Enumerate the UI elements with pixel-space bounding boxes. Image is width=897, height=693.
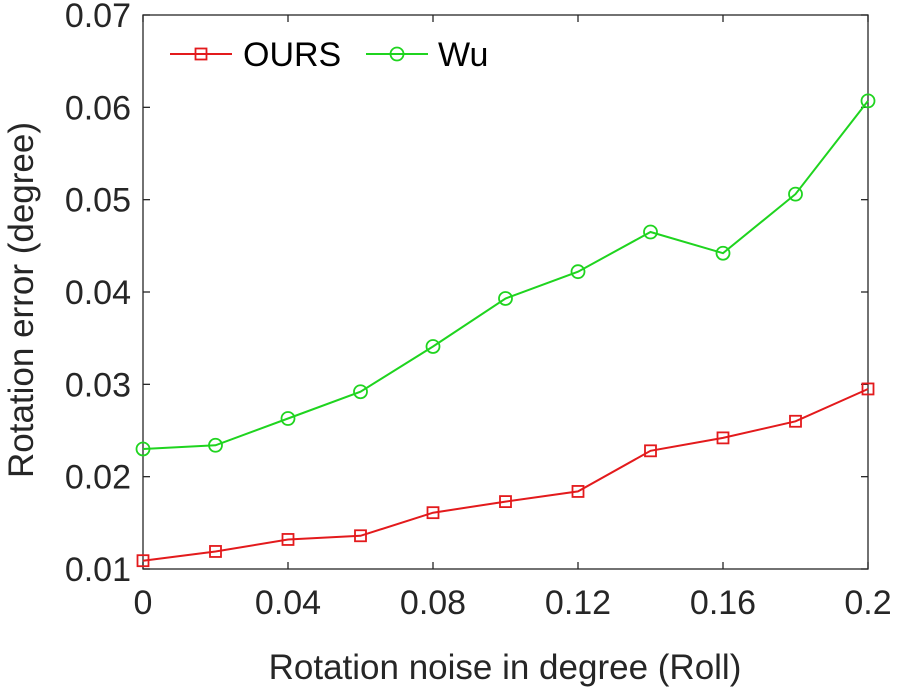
data-point-square (644, 444, 657, 458)
data-point-circle (498, 291, 513, 306)
series-ours (136, 382, 875, 568)
data-point-circle (280, 411, 296, 426)
y-axis-title: Rotation error (degree) (2, 122, 41, 478)
y-tick-label: 0.05 (65, 182, 131, 220)
data-point-square (571, 485, 585, 498)
x-tick-label: 0.04 (255, 584, 321, 622)
data-point-square (209, 545, 222, 558)
data-point-square (499, 495, 512, 508)
y-tick-label: 0.04 (65, 274, 131, 312)
data-point-square (354, 529, 367, 543)
data-point-square (281, 533, 295, 546)
data-point-square (861, 382, 875, 396)
series-line-ours (142, 388, 869, 562)
series-wu (135, 93, 876, 457)
legend-marker-square (194, 47, 208, 61)
data-point-circle (860, 93, 876, 109)
data-point-square (426, 506, 440, 520)
legend-marker-circle (389, 46, 405, 62)
y-tick-label: 0.06 (65, 89, 131, 127)
data-point-circle (643, 224, 658, 240)
legend-label-wu: Wu (438, 36, 488, 74)
plot-series (135, 93, 876, 568)
x-axis-title: Rotation noise in degree (Roll) (269, 648, 742, 687)
data-point-circle (570, 264, 586, 280)
y-tick-label: 0.02 (65, 459, 131, 497)
x-tick-label: 0.16 (690, 584, 756, 622)
legend: OURS Wu (170, 36, 488, 74)
x-tick-label: 0.2 (844, 584, 891, 622)
series-line-wu (142, 100, 869, 450)
axes: 0 0.04 0.08 0.12 0.16 0.2 0.01 0.02 0.03 0.04 0.05… (65, 0, 892, 622)
x-tick-label: 0.08 (400, 584, 466, 622)
data-point-circle (208, 437, 223, 453)
data-point-circle (788, 186, 803, 202)
y-tick-label: 0.03 (65, 366, 131, 404)
data-point-circle (715, 245, 731, 261)
data-point-circle (353, 384, 368, 400)
x-tick-label: 0.12 (545, 584, 611, 622)
data-point-square (789, 414, 802, 428)
data-point-circle (425, 339, 441, 354)
x-tick-label: 0 (134, 584, 153, 622)
data-point-circle (135, 441, 151, 457)
y-tick-label: 0.01 (65, 551, 131, 589)
data-point-square (136, 554, 150, 568)
legend-label-ours: OURS (243, 36, 341, 74)
data-point-square (716, 431, 730, 445)
y-tick-label: 0.07 (65, 0, 131, 35)
